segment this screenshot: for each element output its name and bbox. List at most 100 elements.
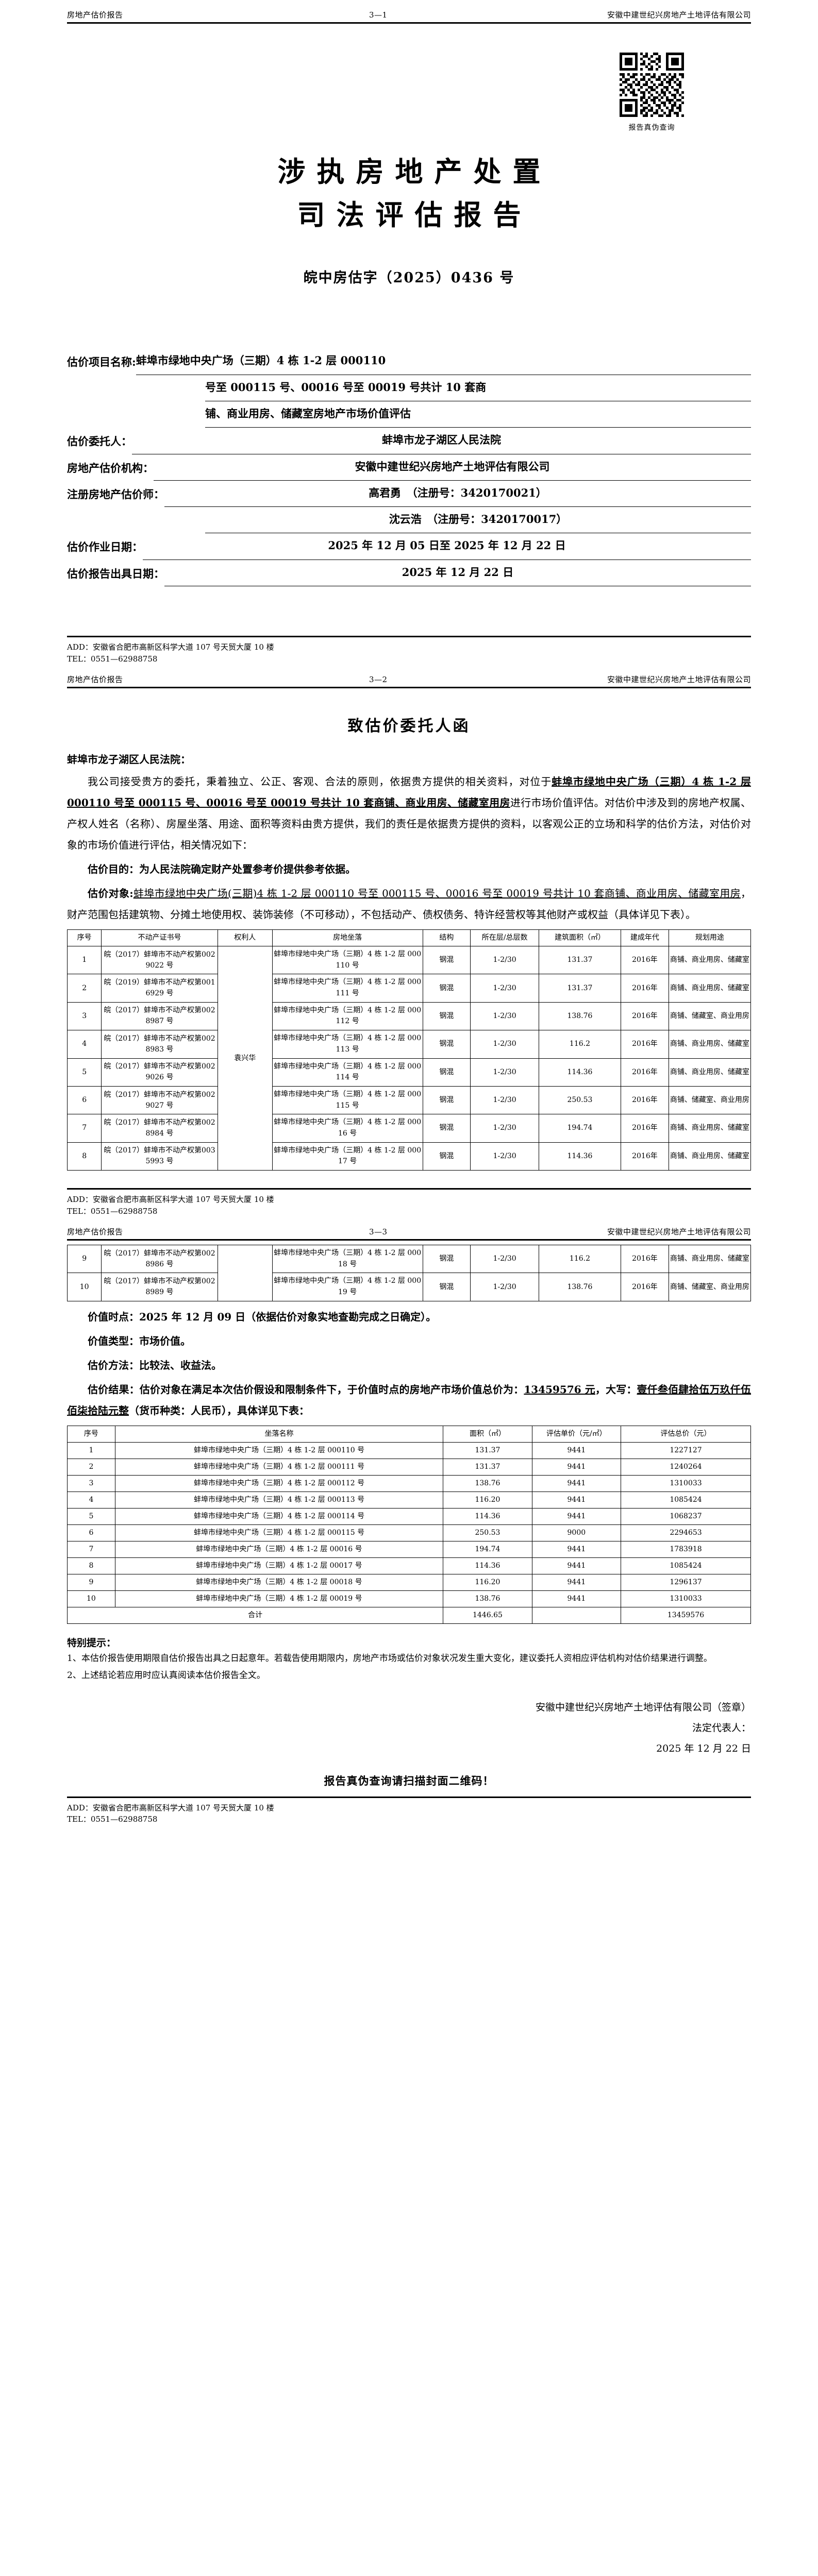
value-result: 估价结果：估价对象在满足本次估价假设和限制条件下，于价值时点的房地产市场价值总价… xyxy=(67,1379,751,1421)
cell-year: 2016年 xyxy=(621,946,669,975)
info-label-workdate: 估价作业日期： xyxy=(67,540,143,554)
cell-cert: 皖（2017）蚌埠市不动产权第0028983 号 xyxy=(101,1030,218,1059)
cell-struct: 钢混 xyxy=(422,1273,471,1301)
footer-rule-2 xyxy=(67,1188,751,1190)
cell-v-name: 蚌埠市绿地中央广场（三期）4 栋 1-2 层 000114 号 xyxy=(114,1507,444,1525)
cover-page: 房地产估价报告 3—1 安徽中建世纪兴房地产土地评估有限公司 xyxy=(0,0,818,665)
cell-v-no: 3 xyxy=(67,1475,115,1492)
th-v-no: 序号 xyxy=(67,1425,115,1443)
valuation-table-header-row: 序号 坐落名称 面积（㎡） 评估单价（元/㎡） 评估总价（元） xyxy=(67,1425,751,1443)
th-v-total: 评估总价（元） xyxy=(621,1425,751,1443)
running-header-right: 安徽中建世纪兴房地产土地评估有限公司 xyxy=(607,10,751,20)
info-value-appraiser-1: 高君勇 （注册号：3420170021） xyxy=(164,481,751,507)
info-row-agency: 房地产估价机构： 安徽中建世纪兴房地产土地评估有限公司 xyxy=(67,454,751,481)
cell-addr: 蚌埠市绿地中央广场（三期）4 栋 1-2 层 000112 号 xyxy=(272,1002,423,1031)
cell-year: 2016年 xyxy=(621,1086,669,1115)
cell-owner: 袁兴华 xyxy=(217,946,273,1171)
table-row: 7 蚌埠市绿地中央广场（三期）4 栋 1-2 层 00016 号 194.74 … xyxy=(67,1540,751,1558)
table-row: 2 蚌埠市绿地中央广场（三期）4 栋 1-2 层 000111 号 131.37… xyxy=(67,1458,751,1476)
cell-floor: 1-2/30 xyxy=(470,1142,539,1171)
cell-total-label: 合计 xyxy=(66,1606,444,1624)
cell-v-name: 蚌埠市绿地中央广场（三期）4 栋 1-2 层 000111 号 xyxy=(114,1458,444,1476)
table-row: 9 蚌埠市绿地中央广场（三期）4 栋 1-2 层 00018 号 116.20 … xyxy=(67,1573,751,1591)
cell-v-area: 116.20 xyxy=(443,1573,532,1591)
cell-v-total: 1085424 xyxy=(621,1557,751,1574)
cell-no: 8 xyxy=(66,1142,102,1171)
cell-cert: 皖（2017）蚌埠市不动产权第0029027 号 xyxy=(101,1086,218,1115)
cell-cert: 皖（2017）蚌埠市不动产权第0028986 号 xyxy=(101,1245,218,1274)
cell-v-total: 1227127 xyxy=(621,1442,751,1459)
table-row: 5 蚌埠市绿地中央广场（三期）4 栋 1-2 层 000114 号 114.36… xyxy=(67,1507,751,1525)
cell-use: 商铺、储藏室、商业用房 xyxy=(668,1273,752,1301)
footer-tel: TEL：0551—62988758 xyxy=(67,654,158,664)
valuation-table: 序号 坐落名称 面积（㎡） 评估单价（元/㎡） 评估总价（元） 1 蚌埠市绿地中… xyxy=(66,1425,751,1624)
value-type-label: 价值类型： xyxy=(88,1334,139,1347)
cover-title-line1: 涉执房地产处置 xyxy=(277,155,552,188)
signature-block: 安徽中建世纪兴房地产土地评估有限公司（签章） 法定代表人： 2025 年 12 … xyxy=(67,1698,751,1759)
table-row: 9 皖（2017）蚌埠市不动产权第0028986 号 蚌埠市绿地中央广场（三期）… xyxy=(66,1245,752,1301)
cell-addr: 蚌埠市绿地中央广场（三期）4 栋 1-2 层 000115 号 xyxy=(272,1086,423,1115)
cell-no: 7 xyxy=(66,1114,102,1143)
cell-floor: 1-2/30 xyxy=(470,1114,539,1143)
report-number: 皖中房估字（2025）0436 号 xyxy=(303,270,515,286)
cell-v-total: 1783918 xyxy=(621,1540,751,1558)
cell-no: 1 xyxy=(66,946,102,975)
cell-area: 116.2 xyxy=(538,1030,622,1059)
signature-legal-rep: 法定代表人： xyxy=(692,1722,751,1734)
letter-object-text: ，财产范围包括建筑物、分摊土地使用权、装饰装修（不可移动），不包括动产、债权债务… xyxy=(67,887,751,921)
th-v-area: 面积（㎡） xyxy=(443,1425,532,1443)
cell-v-no: 2 xyxy=(67,1458,115,1476)
cell-use: 商铺、商业用房、储藏室 xyxy=(668,1114,752,1143)
th-year: 建成年代 xyxy=(621,929,669,947)
table-row: 3 皖（2017）蚌埠市不动产权第0028987 号 蚌埠市绿地中央广场（三期）… xyxy=(66,1002,752,1031)
letter-paragraph-1: 我公司接受贵方的委托，秉着独立、公正、客观、合法的原则，依据贵方提供的相关资料，… xyxy=(67,771,751,856)
info-row-issuedate: 估价报告出具日期： 2025 年 12 月 22 日 xyxy=(67,560,751,587)
letter-page: 房地产估价报告 3—2 安徽中建世纪兴房地产土地评估有限公司 致估价委托人函 蚌… xyxy=(0,665,818,1217)
running-header-right-p2: 安徽中建世纪兴房地产土地评估有限公司 xyxy=(607,675,751,685)
info-value-appraiser-2: 沈云浩 （注册号：3420170017） xyxy=(205,507,751,534)
cell-area: 131.37 xyxy=(538,946,622,975)
cell-addr: 蚌埠市绿地中央广场（三期）4 栋 1-2 层 000114 号 xyxy=(272,1058,423,1087)
cell-v-name: 蚌埠市绿地中央广场（三期）4 栋 1-2 层 000110 号 xyxy=(114,1442,444,1459)
value-result-a: 估价对象在满足本次估价假设和限制条件下，于价值时点的房地产市场价值总价为： xyxy=(139,1383,524,1396)
signature-company: 安徽中建世纪兴房地产土地评估有限公司（签章） xyxy=(535,1702,751,1714)
letter-addressee: 蚌埠市龙子湖区人民法院： xyxy=(67,753,191,766)
cell-floor: 1-2/30 xyxy=(470,1030,539,1059)
letter-p1-b: 进行市场价值评估。对估价中涉及到的房地产权属、产权人姓名（名称）、房屋坐落、用途… xyxy=(67,796,752,852)
results-page: 房地产估价报告 3—3 安徽中建世纪兴房地产土地评估有限公司 9 皖（2017）… xyxy=(0,1217,818,1825)
cell-addr: 蚌埠市绿地中央广场（三期）4 栋 1-2 层 00019 号 xyxy=(272,1273,423,1301)
cell-no: 9 xyxy=(66,1245,102,1274)
info-value-issuedate: 2025 年 12 月 22 日 xyxy=(164,560,751,587)
cell-struct: 钢混 xyxy=(422,1142,471,1171)
qr-caption: 报告真伪查询 xyxy=(628,124,675,132)
cell-v-name: 蚌埠市绿地中央广场（三期）4 栋 1-2 层 000112 号 xyxy=(114,1475,444,1492)
cell-use: 商铺、商业用房、储藏室 xyxy=(668,974,752,1003)
info-row-project-cont1: 号至 000115 号、00016 号至 00019 号共计 10 套商 xyxy=(67,375,751,401)
cell-area: 138.76 xyxy=(538,1273,622,1301)
cell-cert: 皖（2019）蚌埠市不动产权第0016929 号 xyxy=(101,974,218,1003)
cell-floor: 1-2/30 xyxy=(470,946,539,975)
footer-rule-3 xyxy=(67,1796,751,1798)
cell-v-area: 194.74 xyxy=(443,1540,532,1558)
cell-year: 2016年 xyxy=(621,1002,669,1031)
cell-addr: 蚌埠市绿地中央广场（三期）4 栋 1-2 层 00018 号 xyxy=(272,1245,423,1274)
cell-area: 131.37 xyxy=(538,974,622,1003)
table-row: 1 蚌埠市绿地中央广场（三期）4 栋 1-2 层 000110 号 131.37… xyxy=(67,1442,751,1459)
cell-area: 138.76 xyxy=(538,1002,622,1031)
info-row-appraiser-2: 沈云浩 （注册号：3420170017） xyxy=(67,507,751,534)
value-result-b: （货币种类：人民币），具体详见下表： xyxy=(129,1404,309,1417)
cell-use: 商铺、商业用房、储藏室 xyxy=(668,946,752,975)
cell-v-area: 250.53 xyxy=(443,1524,532,1541)
value-method-label: 估价方法： xyxy=(88,1359,139,1371)
header-rule xyxy=(67,22,751,24)
cell-no: 3 xyxy=(66,1002,102,1031)
cell-v-total: 1240264 xyxy=(621,1458,751,1476)
cell-v-area: 114.36 xyxy=(443,1557,532,1574)
table-row: 4 皖（2017）蚌埠市不动产权第0028983 号 蚌埠市绿地中央广场（三期）… xyxy=(66,1030,752,1059)
table-row: 3 蚌埠市绿地中央广场（三期）4 栋 1-2 层 000112 号 138.76… xyxy=(67,1475,751,1492)
cell-v-name: 蚌埠市绿地中央广场（三期）4 栋 1-2 层 00016 号 xyxy=(114,1540,444,1558)
footer-address-3: ADD：安徽省合肥市高新区科学大道 107 号天贸大厦 10 楼 xyxy=(67,1803,274,1812)
value-result-cn: 壹仟叁佰肆拾伍万玖仟伍佰柒拾陆元整 xyxy=(67,1383,752,1417)
cell-use: 商铺、商业用房、储藏室 xyxy=(668,1245,752,1274)
cell-cert: 皖（2017）蚌埠市不动产权第0035993 号 xyxy=(101,1142,218,1171)
